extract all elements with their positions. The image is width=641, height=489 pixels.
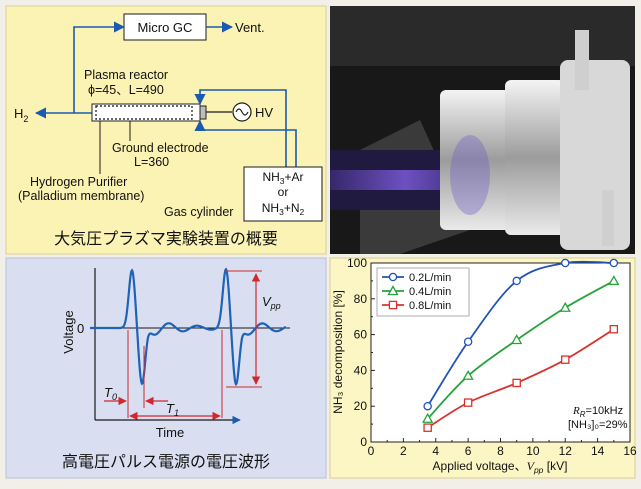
flange-center [505, 80, 565, 235]
purifier-detail: (Palladium membrane) [18, 189, 144, 203]
plasma-reactor-photo [330, 6, 635, 254]
photo-top-shadow [330, 6, 635, 66]
y-tick-label-60: 60 [354, 328, 368, 342]
series-1-point-3 [559, 301, 571, 312]
reactor-dims: ϕ=45、L=490 [88, 83, 164, 97]
time-axis-label: Time [156, 425, 184, 440]
series-1-point-2 [511, 334, 523, 345]
y-tick-label-20: 20 [354, 399, 368, 413]
legend-marker-2 [388, 300, 398, 310]
gc-sampling-line [73, 21, 126, 113]
gas-box [243, 166, 323, 222]
y-axis-label: NH₃ decomposition [%] [331, 290, 345, 414]
series-0-point-2 [512, 276, 521, 286]
gas-line1: NH3+Ar [262, 170, 303, 186]
series-1-point-0 [422, 412, 434, 423]
series-group [422, 258, 620, 432]
gas-inlet-line [194, 89, 287, 167]
waveform-panel: Voltage 0 Vpp T0 T1 Time 高電圧パルス電源の電圧波形 [5, 257, 327, 479]
apparatus-panel: Micro GC Vent. H2 Plasma reactor ϕ=45、L=… [5, 5, 327, 255]
flange-left [440, 90, 510, 230]
plasma-reflection [450, 135, 490, 215]
series-2-point-3 [561, 355, 570, 364]
series-2-point-1 [463, 398, 473, 407]
x-tick-label-6: 6 [465, 444, 472, 458]
legend-marker-0 [388, 272, 398, 282]
purifier-title: Hydrogen Purifier [30, 175, 127, 189]
vent-label: Vent. [235, 20, 265, 35]
reactor-title: Plasma reactor [84, 68, 168, 82]
series-0-point-4 [609, 258, 619, 268]
y-tick-label-100: 100 [347, 256, 367, 270]
series-0-point-0 [423, 401, 432, 411]
x-tick-label-8: 8 [497, 444, 504, 458]
insulation-wrap [560, 60, 630, 250]
t0-label: T0 [104, 385, 117, 402]
legend: 0.2L/min 0.4L/min 0.8L/min [382, 272, 451, 312]
x-tick-label-2: 2 [400, 444, 407, 458]
decomposition-chart: 0 2 4 6 8 10 12 14 16 0 20 40 60 80 100 0.2L/min 0.4L/m… [329, 256, 637, 479]
t1-label: T1 [166, 401, 179, 418]
series-2-point-2 [512, 378, 521, 388]
x-axis-label: Applied voltage、Vpp [kV] [433, 459, 568, 475]
hv-label: HV [255, 105, 273, 120]
x-tick-label-0: 0 [368, 444, 375, 458]
series-1-point-4 [608, 275, 620, 286]
series-2-point-4 [609, 324, 619, 334]
x-tick-label-10: 10 [526, 444, 540, 458]
x-tick-label-16: 16 [623, 444, 637, 458]
legend-label-1: 0.4L/min [409, 286, 451, 298]
x-tick-label-4: 4 [432, 444, 439, 458]
micro-gc-label: Micro GC [138, 20, 193, 35]
legend-label-0: 0.2L/min [409, 272, 451, 284]
x-tick-label-12: 12 [559, 444, 573, 458]
concentration-annotation: [NH₃]₀=29% [568, 419, 628, 431]
y-tick-label-40: 40 [354, 363, 368, 377]
series-0-point-3 [561, 258, 570, 268]
micro-gc-box [123, 13, 207, 41]
zero-label: 0 [77, 321, 84, 336]
ground-electrode-title: Ground electrode [112, 141, 209, 155]
ground-electrode-length: L=360 [134, 155, 169, 169]
h2-label: H2 [14, 106, 28, 124]
vpp-label: Vpp [262, 294, 281, 311]
legend-marker-1 [387, 285, 399, 296]
voltage-axis-label: Voltage [61, 310, 76, 353]
bolt-top [575, 30, 589, 90]
legend-label-2: 0.8L/min [409, 300, 451, 312]
gas-or: or [278, 185, 289, 199]
waveform-caption: 高電圧パルス電源の電圧波形 [62, 453, 270, 471]
reactor-end-cap [199, 105, 207, 120]
series-2-point-0 [423, 423, 432, 432]
apparatus-caption: 大気圧プラズマ実験装置の概要 [54, 230, 278, 248]
palladium-membrane [95, 105, 193, 120]
waveform-background [5, 257, 327, 479]
gas-line2: NH3+N2 [262, 201, 305, 217]
gas-cylinder-label: Gas cylinder [164, 205, 233, 219]
frequency-annotation: RR=10kHz [572, 405, 623, 419]
bolt-bottom [602, 190, 614, 246]
x-tick-label-14: 14 [591, 444, 605, 458]
tick-group: 0 2 4 6 8 10 12 14 16 0 20 40 60 80 100 [347, 256, 637, 458]
gas-return-line [194, 119, 297, 167]
series-1-point-1 [462, 369, 474, 380]
ac-wave-icon [235, 108, 249, 116]
y-tick-label-80: 80 [354, 292, 368, 306]
y-tick-label-0: 0 [360, 435, 367, 449]
series-0-point-1 [463, 337, 473, 347]
